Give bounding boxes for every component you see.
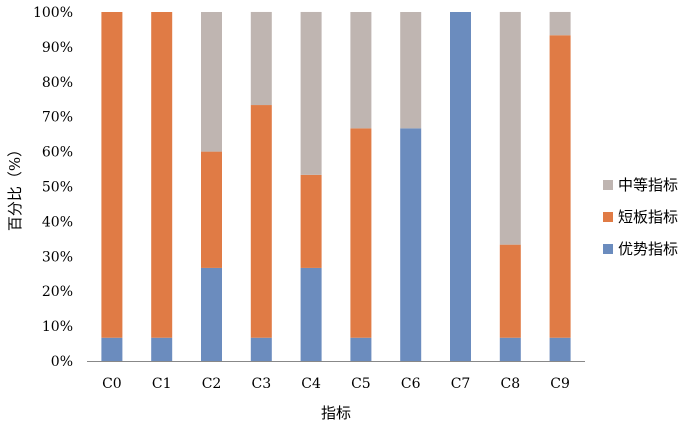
bar-segment-C1-0 — [151, 337, 173, 361]
legend-swatch — [603, 212, 613, 222]
x-tick-label: C1 — [152, 376, 172, 392]
bar-segment-C8-1 — [499, 244, 521, 338]
legend-swatch — [603, 244, 613, 254]
bars — [101, 11, 571, 361]
y-tick-label: 10% — [42, 319, 73, 335]
x-tick-label: C7 — [451, 376, 471, 392]
x-tick-label: C4 — [301, 376, 321, 392]
x-tick-label: C2 — [202, 376, 222, 392]
bar-segment-C6-0 — [400, 128, 422, 361]
bar-segment-C4-0 — [300, 267, 322, 361]
y-tick-label: 70% — [42, 110, 73, 126]
bar-segment-C0-0 — [101, 337, 123, 361]
legend-label: 短板指标 — [618, 208, 678, 226]
bar-segment-C9-1 — [549, 35, 571, 338]
x-tick-label: C3 — [251, 376, 271, 392]
x-tick-label: C9 — [550, 376, 570, 392]
bar-segment-C2-2 — [201, 12, 222, 152]
legend-swatch — [603, 180, 613, 190]
y-tick-label: 60% — [42, 145, 73, 161]
y-tick-label: 50% — [42, 180, 73, 196]
bar-segment-C9-2 — [549, 11, 571, 36]
x-tick-label: C0 — [102, 376, 122, 392]
bar-segment-C5-0 — [350, 337, 372, 361]
y-tick-label: 90% — [42, 40, 73, 56]
y-tick-label: 20% — [42, 284, 73, 300]
y-tick-label: 0% — [51, 354, 73, 370]
y-tick-label: 80% — [42, 75, 73, 91]
bar-segment-C4-2 — [300, 11, 322, 175]
x-axis-title: 指标 — [321, 404, 351, 422]
x-axis-ticks: C0 C1 C2 C3 C4 C5 C6 C7 C8 C9 — [102, 376, 570, 392]
bar-segment-C3-1 — [250, 105, 272, 338]
legend-label: 优势指标 — [618, 240, 678, 258]
bar-segment-C0-1 — [101, 12, 123, 338]
y-axis-title: 百分比（%） — [6, 142, 24, 231]
bar-segment-C8-0 — [499, 337, 521, 361]
x-tick-label: C5 — [351, 376, 371, 392]
bar-segment-C2-0 — [201, 267, 222, 361]
bar-segment-C9-0 — [549, 337, 571, 361]
y-axis-ticks: 0% 10% 20% 30% 40% 50% 60% 70% 80% 90% 100% — [33, 5, 73, 370]
x-tick-label: C6 — [401, 376, 421, 392]
bar-segment-C7-0 — [450, 12, 471, 361]
bar-segment-C1-1 — [151, 12, 173, 338]
bar-segment-C8-2 — [499, 11, 521, 245]
legend-label: 中等指标 — [618, 176, 678, 194]
bar-segment-C5-1 — [350, 128, 372, 338]
bar-segment-C2-1 — [201, 151, 222, 268]
bar-segment-C5-2 — [350, 12, 372, 129]
y-tick-label: 30% — [42, 249, 73, 265]
y-tick-label: 40% — [42, 214, 73, 230]
x-tick-label: C8 — [500, 376, 520, 392]
bar-segment-C6-2 — [400, 12, 422, 129]
y-tick-label: 100% — [33, 5, 73, 21]
bar-segment-C3-0 — [250, 337, 272, 361]
bar-segment-C4-1 — [300, 174, 322, 268]
bar-segment-C3-2 — [250, 11, 272, 106]
